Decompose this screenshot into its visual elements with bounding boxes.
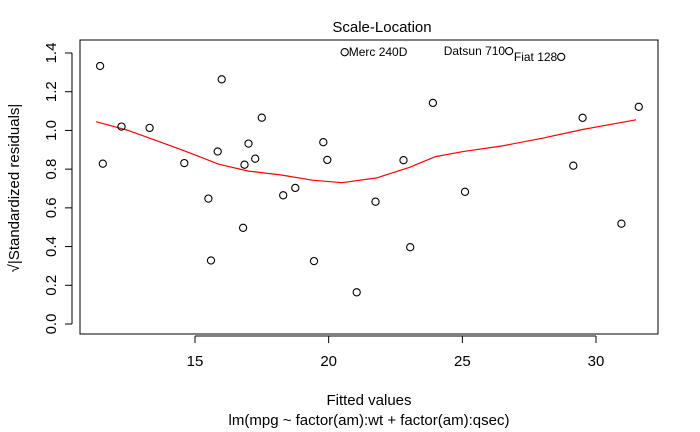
smooth-curve-group [95, 119, 637, 184]
data-point [251, 154, 260, 163]
y-tick-label: 1.0 [43, 120, 60, 141]
data-point [213, 147, 222, 156]
data-point [340, 48, 349, 57]
smooth-curve [95, 119, 637, 184]
plot-area-frame [79, 39, 659, 335]
x-tick-label: 15 [187, 353, 204, 370]
data-point [98, 159, 107, 168]
data-point [504, 46, 514, 56]
point-annotation: Datsun 710 [444, 44, 506, 58]
data-point [257, 113, 266, 122]
data-point [557, 52, 566, 62]
data-point [244, 139, 253, 148]
data-point [240, 160, 249, 169]
data-point [323, 155, 332, 165]
data-point [117, 122, 126, 131]
x-tick-label: 25 [454, 353, 471, 370]
y-tick-label: 0.4 [43, 236, 60, 257]
data-point [399, 156, 408, 165]
data-point [291, 183, 300, 193]
point-annotation: Fiat 128 [514, 50, 558, 64]
data-point [145, 123, 154, 133]
y-tick-label: 0.6 [43, 197, 60, 218]
x-axis-title: Fitted values [326, 392, 411, 409]
points-group [95, 46, 643, 297]
x-axis: 15 20 25 30 [187, 335, 605, 370]
data-point [578, 113, 587, 122]
data-point [95, 61, 105, 71]
y-tick-label: 0.2 [43, 275, 60, 296]
x-tick-label: 20 [320, 353, 337, 370]
data-point [279, 191, 288, 200]
data-point [319, 138, 328, 147]
y-tick-label: 0.8 [43, 159, 60, 180]
point-annotation: Merc 240D [349, 45, 408, 59]
y-axis: 0.0 0.2 0.4 0.6 0.8 1.0 1.2 1.4 [43, 43, 73, 335]
data-point [371, 197, 380, 206]
annotations-group: Merc 240D Datsun 710 Fiat 128 [349, 44, 558, 64]
data-point [238, 223, 248, 232]
data-point [352, 288, 361, 297]
chart-title: Scale-Location [332, 19, 431, 36]
data-point [180, 158, 189, 168]
y-tick-label: 0.0 [43, 314, 60, 335]
data-point [406, 243, 415, 252]
data-point [204, 194, 213, 203]
y-tick-label: 1.2 [43, 81, 60, 102]
data-point [206, 256, 216, 265]
data-point [617, 219, 626, 228]
data-point [460, 187, 470, 196]
y-axis-title: √|Standardized residuals| [6, 104, 23, 273]
chart-subtitle: lm(mpg ~ factor(am):wt + factor(am):qsec… [229, 412, 510, 429]
data-point [569, 161, 578, 170]
y-tick-label: 1.4 [43, 43, 60, 64]
data-point [309, 256, 319, 266]
x-tick-label: 30 [588, 353, 605, 370]
data-point [428, 98, 438, 108]
data-point [217, 75, 226, 84]
data-point [634, 102, 643, 111]
